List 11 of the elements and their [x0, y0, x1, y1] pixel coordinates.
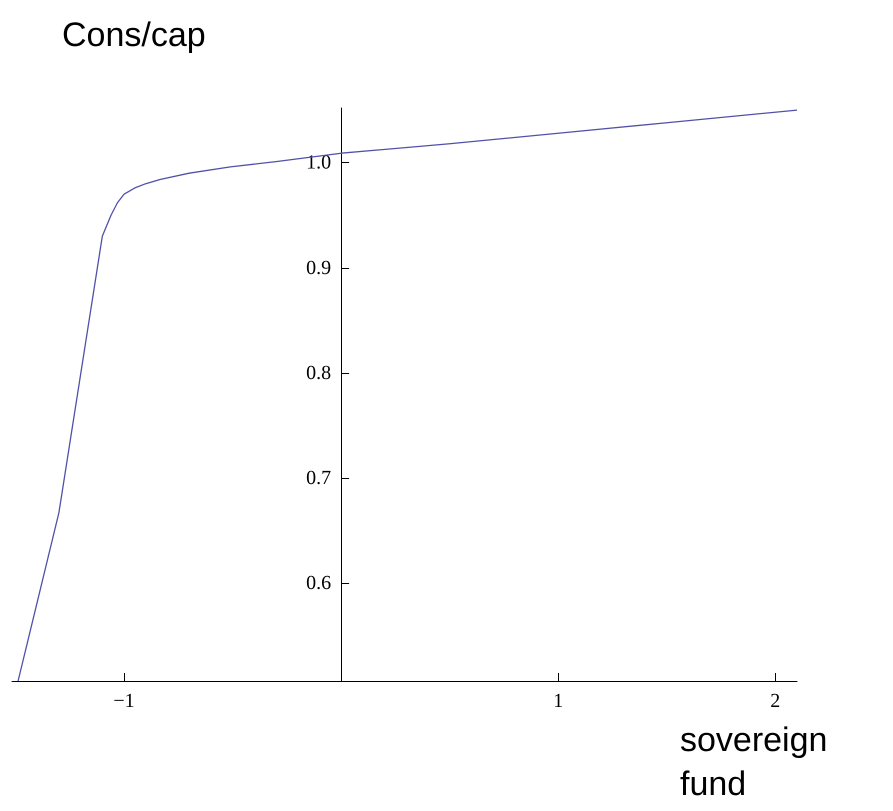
x-axis-title: sovereign fund	[680, 721, 828, 803]
x-tick-label: 1	[553, 690, 564, 712]
y-tick-label: 1.0	[306, 152, 332, 174]
y-axis-title: Cons/cap	[62, 16, 206, 54]
y-tick-label: 0.9	[306, 256, 332, 279]
y-tick-label: 0.7	[306, 467, 332, 490]
x-tick-label: 2	[770, 690, 780, 712]
y-tick-label: 0.8	[306, 362, 332, 384]
line-series	[17, 109, 798, 682]
x-tick-label: −1	[113, 690, 135, 712]
y-tick-label: 0.6	[306, 572, 332, 594]
